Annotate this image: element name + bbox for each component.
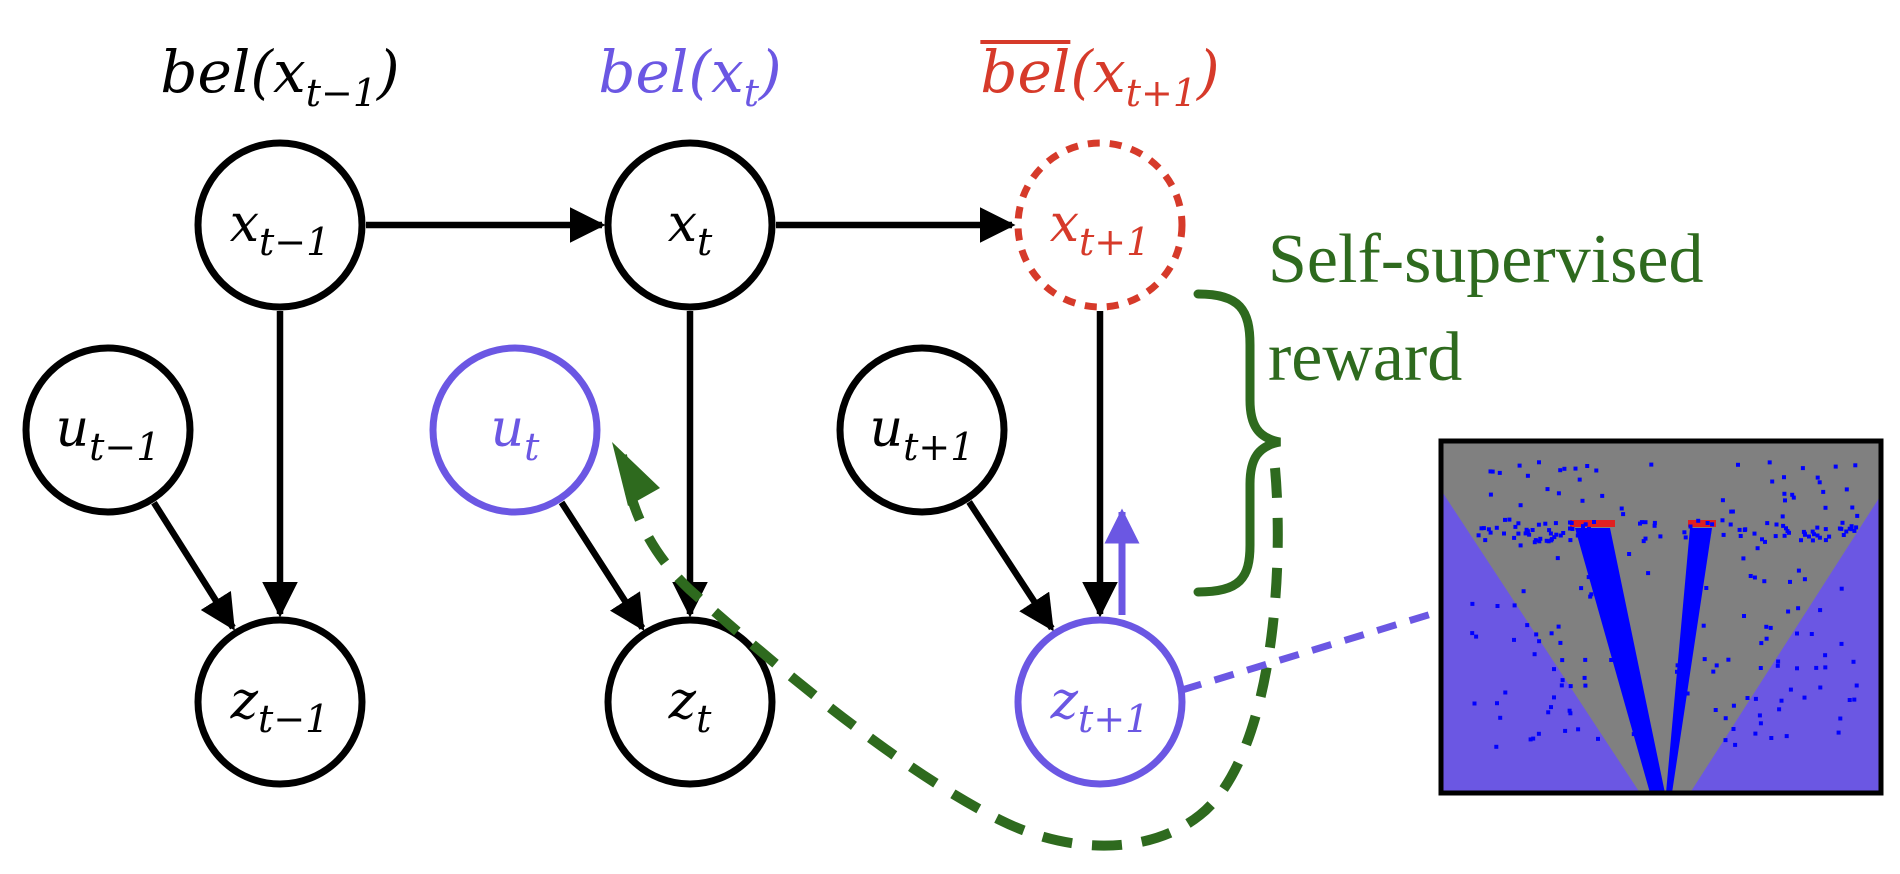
bel-next-label: bel(xt+1): [980, 38, 1219, 115]
reward-feedback-arrowhead: [612, 442, 660, 506]
node-x_next: xt+1: [1014, 139, 1186, 311]
reward-label-line1: Self-supervised: [1268, 221, 1703, 298]
reward-feedback-arrow: [617, 454, 1283, 851]
node-u_prev: ut−1: [22, 344, 194, 516]
bel-prev-label: bel(xt−1): [160, 38, 399, 115]
node-u_next-label: ut+1: [870, 399, 975, 469]
node-z_prev-label: zt−1: [230, 671, 330, 741]
node-u_curr-label: ut: [491, 399, 541, 469]
edge-u_curr-to-z_curr: [558, 500, 646, 632]
bel-curr-label: bel(xt): [598, 38, 781, 115]
reward-label-line2: reward: [1268, 319, 1462, 396]
node-x_prev-label: xt−1: [230, 194, 331, 264]
lidar-scan-image: [1438, 438, 1884, 796]
node-x_next-label: xt+1: [1050, 194, 1151, 264]
node-u_next: ut+1: [836, 344, 1008, 516]
node-z_next-label: zt+1: [1050, 671, 1150, 741]
node-x_prev: xt−1: [194, 139, 366, 311]
edge-u_prev-to-z_prev: [151, 500, 236, 631]
node-z_prev: zt−1: [194, 616, 366, 788]
edge-u_next-to-z_next: [966, 500, 1055, 632]
inset-connector: [1180, 608, 1440, 694]
node-x_curr-label: xt: [668, 194, 713, 264]
node-u_curr: ut: [429, 344, 601, 516]
node-z_curr-label: zt: [668, 671, 712, 741]
node-z_next: zt+1: [1014, 616, 1186, 788]
node-z_curr: zt: [604, 616, 776, 788]
node-x_curr: xt: [604, 139, 776, 311]
node-u_prev-label: ut−1: [56, 399, 161, 469]
reward-brace: [1193, 289, 1282, 597]
